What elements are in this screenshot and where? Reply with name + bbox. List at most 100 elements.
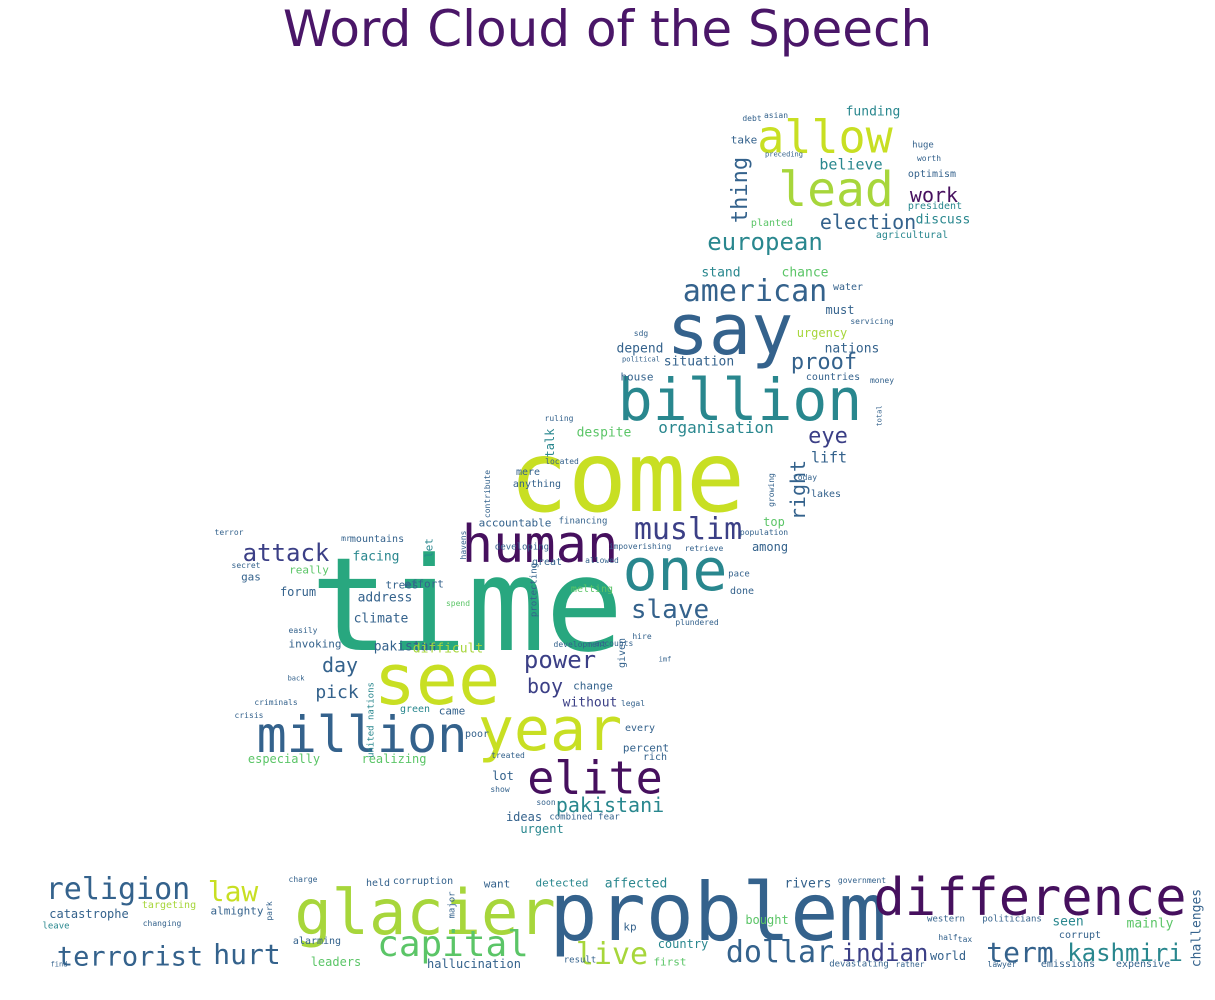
word-corrupt: corrupt: [1058, 930, 1102, 941]
word-contribute: contribute: [483, 469, 492, 519]
word-discuss: discuss: [915, 212, 971, 228]
word-change: change: [573, 679, 613, 693]
word-hire: hire: [632, 632, 652, 641]
word-anything: anything: [512, 479, 562, 490]
word-law: law: [207, 875, 259, 908]
word-criminals: criminals: [254, 698, 298, 707]
word-work: work: [909, 183, 959, 207]
word-depend: depend: [616, 341, 664, 357]
word-power: power: [523, 646, 597, 674]
word-imf: imf: [658, 655, 672, 664]
word-planted: planted: [750, 218, 794, 229]
word-targeting: targeting: [141, 900, 197, 911]
word-treated: treated: [491, 751, 525, 760]
word-right: right: [786, 459, 810, 521]
word-urgent: urgent: [520, 822, 564, 836]
word-alarming: alarming: [292, 936, 342, 947]
word-lawyer: lawyer: [987, 960, 1017, 969]
word-leaders: leaders: [310, 955, 362, 969]
word-european: european: [707, 228, 823, 256]
word-melting: melting: [570, 584, 614, 595]
word-legal: legal: [620, 699, 646, 708]
word-hallucination: hallucination: [427, 957, 521, 971]
word-organisation: organisation: [658, 418, 774, 437]
word-mountains: mountains: [349, 534, 405, 545]
word-every: every: [624, 723, 656, 734]
word-million: million: [256, 706, 468, 764]
word-let: let: [422, 538, 436, 558]
word-forum: forum: [279, 585, 317, 599]
word-terrorist: terrorist: [56, 941, 204, 973]
word-mr: mr: [341, 534, 351, 543]
word-debt: debt: [742, 114, 762, 123]
word-realizing: realizing: [361, 752, 427, 766]
word-developing: developing: [494, 542, 550, 553]
word-term: term: [986, 936, 1054, 969]
word-bought: bought: [745, 913, 789, 927]
word-growing: growing: [767, 473, 776, 507]
word-fear: fear: [598, 812, 620, 823]
word-nations: nations: [824, 341, 880, 357]
word-trees: trees: [385, 578, 419, 592]
word-invoking: invoking: [288, 637, 342, 651]
word-sdg: sdg: [633, 329, 649, 338]
word-located: located: [545, 457, 579, 466]
word-problem: problem: [549, 866, 887, 959]
word-kp: kp: [623, 920, 637, 934]
word-gas: gas: [241, 570, 261, 584]
word-want: want: [483, 877, 511, 891]
word-live: live: [575, 937, 649, 972]
word-dollar: dollar: [725, 935, 835, 970]
word-lot: lot: [492, 769, 514, 783]
word-secret: secret: [231, 561, 261, 570]
word-human: human: [461, 515, 619, 575]
word-elite: elite: [527, 751, 663, 805]
word-situation: situation: [663, 354, 735, 370]
word-leave: leave: [42, 921, 70, 932]
word-rivers: rivers: [784, 876, 832, 892]
word-poor: poor: [464, 729, 490, 740]
word-combined: combined: [549, 812, 593, 823]
word-world: world: [929, 949, 967, 963]
word-difference: difference: [873, 868, 1187, 928]
word-catastrophe: catastrophe: [49, 907, 129, 921]
word-urgency: urgency: [796, 326, 848, 340]
word-western: western: [927, 914, 965, 925]
word-among: among: [751, 540, 789, 554]
word-worth: worth: [916, 154, 942, 163]
word-capital: capital: [377, 924, 529, 965]
chart-title: Word Cloud of the Speech: [282, 0, 933, 58]
word-terror: terror: [214, 528, 244, 537]
word-pakistani: pakistani: [555, 793, 665, 817]
word-american: american: [682, 274, 828, 309]
word-back: back: [287, 674, 305, 683]
word-changing: changing: [142, 919, 182, 928]
word-easily: easily: [288, 626, 318, 635]
word-president: president: [907, 201, 963, 212]
word-country: country: [657, 937, 709, 951]
word-result: result: [563, 955, 597, 966]
word-major: major: [447, 891, 458, 919]
word-money: money: [869, 376, 895, 385]
word-rich: rich: [642, 752, 668, 763]
word-agricultural: agricultural: [875, 230, 949, 241]
word-really: really: [289, 563, 329, 577]
word-take: take: [730, 133, 758, 147]
word-talk: talk: [543, 428, 557, 458]
word-say: say: [666, 289, 794, 371]
word-attack: attack: [242, 539, 330, 567]
word-year: year: [477, 695, 623, 765]
word-religion: religion: [45, 872, 191, 907]
word-almighty: almighty: [210, 904, 264, 918]
word-lakes: lakes: [810, 489, 842, 500]
word-seen: seen: [1052, 914, 1084, 930]
word-pakistan: pakistan: [373, 639, 437, 655]
word-rather: rather: [895, 960, 925, 969]
word-muslim: muslim: [633, 512, 743, 547]
word-held: held: [365, 878, 391, 889]
word-despite: despite: [576, 425, 632, 441]
word-preceding: preceding: [765, 150, 803, 159]
word-top: top: [763, 515, 785, 529]
word-percent: percent: [622, 741, 670, 755]
word-one: one: [622, 536, 728, 604]
